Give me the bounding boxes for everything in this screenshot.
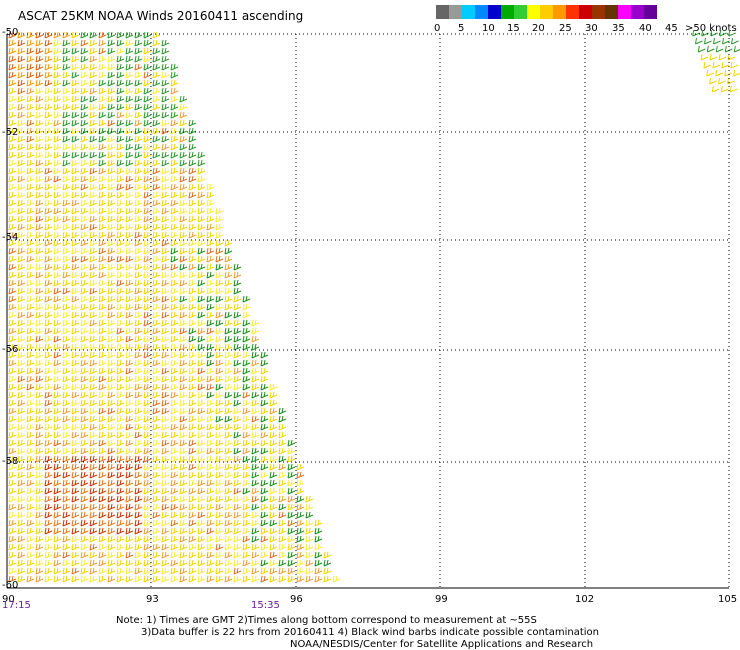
legend-label: >50 knots [685,23,737,34]
lat-label: -56 [2,344,19,355]
lon-label: 99 [435,594,448,605]
lon-label: 93 [146,594,159,605]
legend-label: 0 [434,23,441,34]
legend-label: 35 [612,23,625,34]
legend-swatch [592,5,605,19]
legend-swatch [644,5,657,19]
lon-label: 96 [290,594,303,605]
lat-label: -50 [2,27,19,38]
legend-label: 15 [507,23,520,34]
lat-label: -58 [2,456,19,467]
map-title: ASCAT 25KM NOAA Winds 20160411 ascending [18,9,304,23]
note-line: 3)Data buffer is 22 hrs from 20160411 4)… [141,627,599,638]
legend-label: 40 [639,23,652,34]
legend-label: 45 [665,23,678,34]
legend-swatch [475,5,488,19]
legend-swatch [566,5,579,19]
lon-label: 90 [2,594,15,605]
legend-swatch [449,5,462,19]
legend-swatch [579,5,592,19]
lon-label: 102 [575,594,595,605]
legend-swatch [436,5,449,19]
legend-swatch [514,5,527,19]
legend-label: 25 [559,23,572,34]
pass-time-label: 17:15 [2,600,31,611]
note-line: NOAA/NESDIS/Center for Satellite Applica… [290,639,594,650]
lat-label: -54 [2,232,19,243]
legend-swatch [462,5,475,19]
legend-label: 5 [458,23,465,34]
legend-swatch [605,5,618,19]
legend-label: 30 [585,23,598,34]
legend-label: 20 [532,23,545,34]
wind-speed-legend: 0 5 10 15 20 25 30 35 40 45 >50 knots [434,5,737,37]
legend-swatch [631,5,644,19]
lon-label: 105 [718,594,738,605]
lat-label: -60 [2,580,19,591]
legend-swatch [501,5,514,19]
note-line: Note: 1) Times are GMT 2)Times along bot… [116,615,537,626]
legend-swatch [540,5,553,19]
legend-swatch [618,5,631,19]
lat-label: -52 [2,127,19,138]
legend-swatch [488,5,501,19]
wind-barbs [8,29,740,583]
pass-time-label: 15:35 [251,600,280,611]
legend-swatch [553,5,566,19]
legend-label: 10 [482,23,495,34]
legend-swatch [527,5,540,19]
